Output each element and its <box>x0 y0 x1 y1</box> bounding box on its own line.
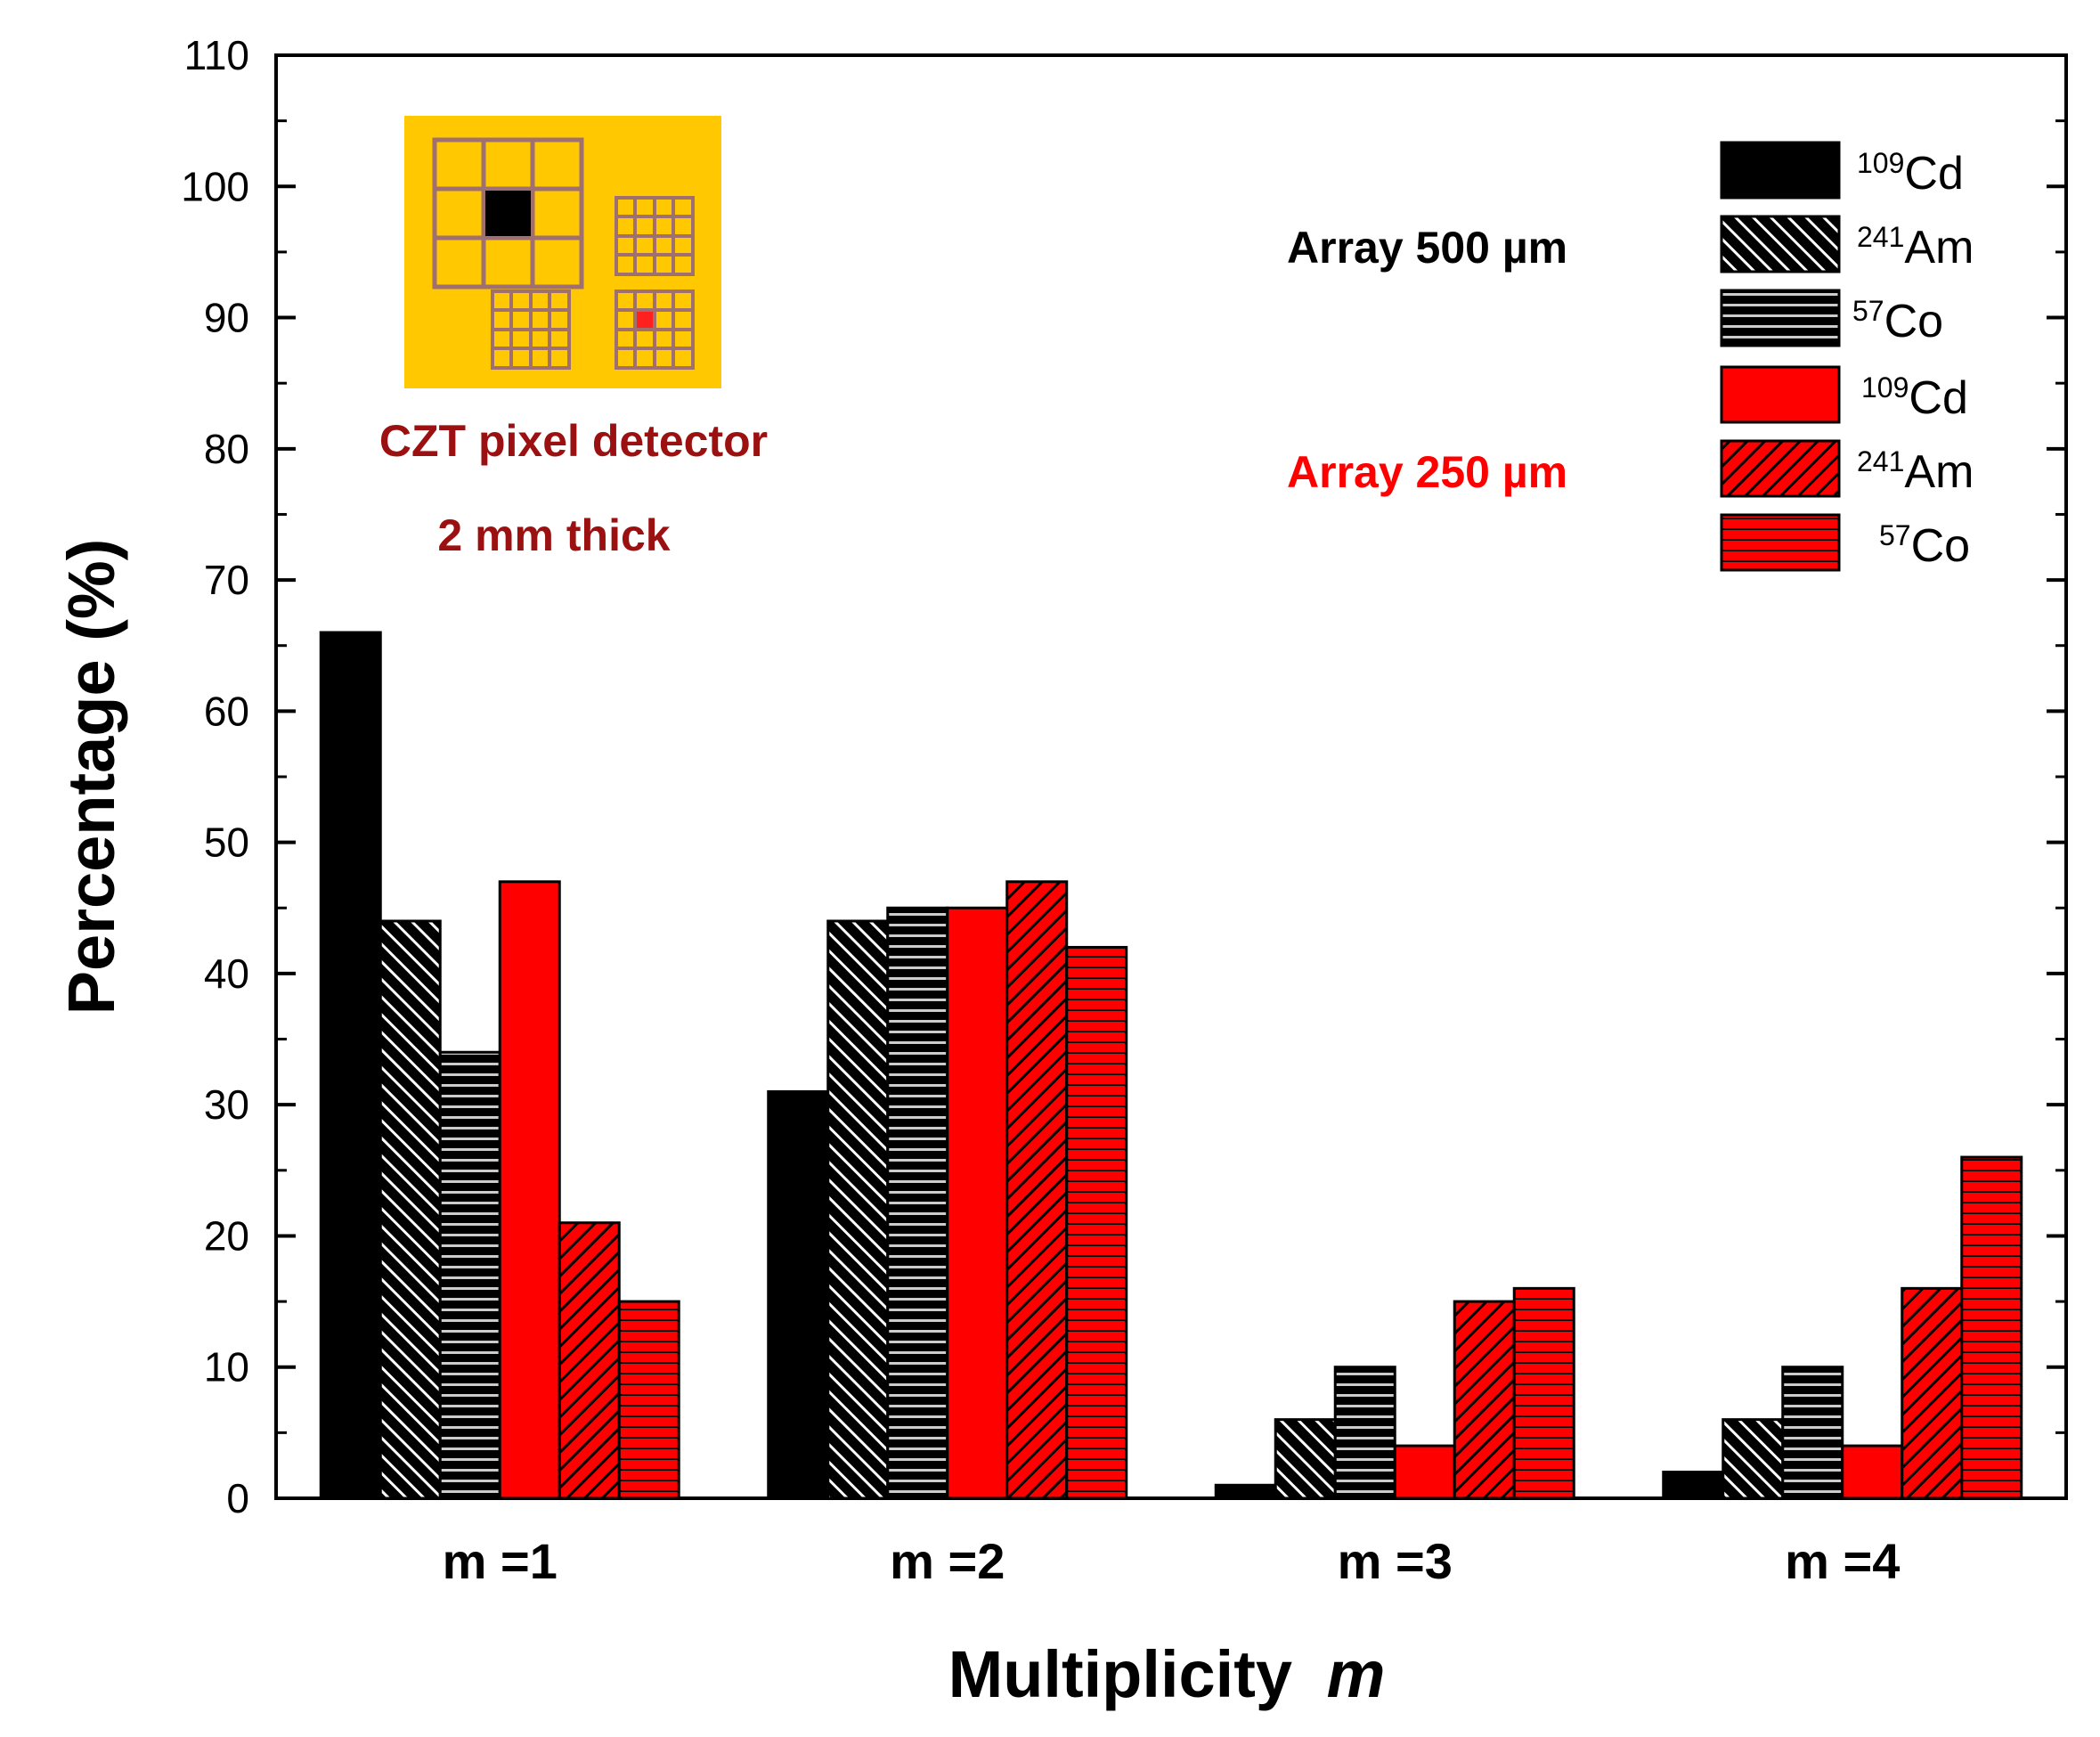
legend-swatch <box>1720 141 1841 200</box>
inset-small-grid-bottom-right <box>615 290 695 370</box>
legend-label-element: Am <box>1904 446 1974 498</box>
bar <box>1901 1286 1964 1500</box>
inset-background <box>404 116 721 388</box>
inset-center-pixel-black <box>485 191 531 236</box>
legend-label-isotope-mass: 241 <box>1857 445 1904 477</box>
bar <box>498 880 561 1500</box>
legend-group-label-500: Array 500 µm <box>1287 223 1567 273</box>
bar <box>1722 1418 1785 1500</box>
bar <box>1393 1444 1456 1500</box>
legend-label-isotope-mass: 109 <box>1857 147 1904 179</box>
y-axis-title: Percentage (%) <box>54 539 128 1015</box>
x-axis-title-main: Multiplicity <box>948 1637 1292 1711</box>
y-tick-label: 10 <box>204 1344 249 1390</box>
legend-swatch <box>1720 289 1841 347</box>
inset-center-pixel-red <box>637 312 655 330</box>
x-category-label: m =3 <box>1338 1533 1453 1589</box>
legend-label-element: Cd <box>1904 148 1963 200</box>
legend-label: 241Am <box>1857 445 1974 498</box>
bar <box>1960 1155 2023 1500</box>
bar <box>1841 1444 1904 1500</box>
bar <box>826 919 890 1500</box>
inset-caption-line1: CZT pixel detector <box>379 416 768 466</box>
bar <box>378 919 442 1500</box>
inset-large-grid <box>432 137 584 290</box>
legend-swatch <box>1720 365 1841 424</box>
legend-label-isotope-mass: 57 <box>1852 295 1884 327</box>
legend-swatch <box>1720 215 1841 273</box>
y-tick-label: 30 <box>204 1081 249 1128</box>
x-category-label: m =1 <box>443 1533 558 1589</box>
y-tick-label: 80 <box>204 426 249 472</box>
legend-label-element: Cd <box>1909 372 1967 424</box>
bar <box>1274 1418 1337 1500</box>
legend-label: 57Co <box>1879 519 1970 572</box>
bar <box>1453 1300 1516 1500</box>
bar <box>886 906 949 1500</box>
y-tick-label: 90 <box>204 295 249 341</box>
legend-label: 57Co <box>1852 295 1943 347</box>
inset-detector-diagram: CZT pixel detector 2 mm thick <box>379 116 768 560</box>
bars-layer <box>319 631 2023 1500</box>
bar <box>617 1300 680 1500</box>
y-tick-label: 0 <box>226 1475 249 1521</box>
legend-label-isotope-mass: 241 <box>1857 221 1904 253</box>
y-tick-label: 40 <box>204 950 249 997</box>
legend-swatch <box>1720 439 1841 498</box>
legend-label-element: Co <box>1911 520 1970 572</box>
bar <box>946 906 1009 1500</box>
legend-label-element: Co <box>1884 296 1943 347</box>
bar <box>1781 1366 1844 1500</box>
legend-label: 109Cd <box>1857 147 1964 200</box>
legend-label-element: Am <box>1904 222 1974 273</box>
bar <box>767 1089 830 1500</box>
bar <box>319 631 382 1500</box>
y-tick-label: 50 <box>204 820 249 866</box>
inset-small-grid-top <box>615 196 695 276</box>
inset-small-grid-bottom-left <box>491 290 571 370</box>
x-category-label: m =4 <box>1785 1533 1900 1589</box>
y-tick-label: 110 <box>184 32 249 78</box>
bar <box>1512 1286 1575 1500</box>
bar <box>1214 1483 1277 1500</box>
legend-label-isotope-mass: 57 <box>1879 519 1911 551</box>
y-axis: 0 10 20 30 40 50 60 70 80 90 100 110 <box>181 32 2066 1521</box>
inset-caption-line2: 2 mm thick <box>437 510 670 560</box>
legend-label: 109Cd <box>1861 371 1968 424</box>
bar <box>1662 1471 1725 1500</box>
x-axis-title-var: m <box>1327 1637 1386 1711</box>
x-axis-title: Multiplicity m <box>948 1637 1386 1711</box>
bar <box>1005 880 1069 1500</box>
bar <box>558 1221 621 1500</box>
bar <box>1333 1366 1396 1500</box>
x-category-label: m =2 <box>890 1533 1005 1589</box>
legend-label-isotope-mass: 109 <box>1861 371 1909 404</box>
bar <box>438 1050 501 1500</box>
y-tick-label: 100 <box>181 163 249 209</box>
bar <box>1065 945 1128 1500</box>
y-tick-label: 20 <box>204 1212 249 1259</box>
x-axis: m =1 m =2 m =3 m =4 <box>443 1533 1901 1589</box>
legend-group-label-250: Array 250 µm <box>1287 447 1567 497</box>
y-tick-label: 70 <box>204 557 249 603</box>
legend-swatch <box>1720 513 1841 572</box>
legend-label: 241Am <box>1857 221 1974 273</box>
y-tick-label: 60 <box>204 688 249 734</box>
